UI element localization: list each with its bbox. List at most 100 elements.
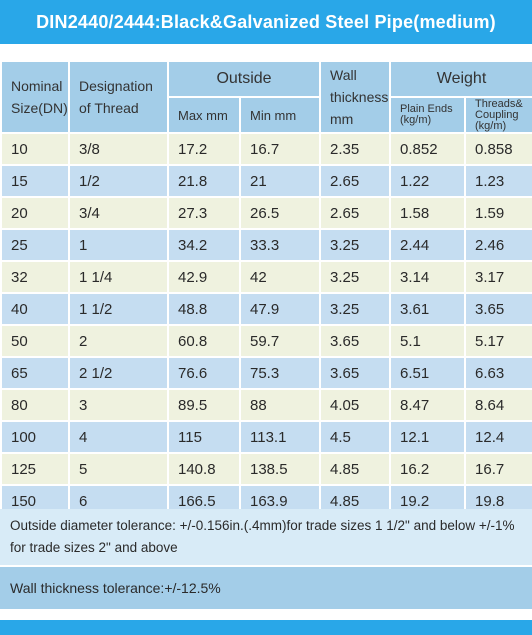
cell-wall: 3.65 — [319, 324, 392, 358]
cell-dn: 10 — [0, 132, 70, 166]
table-row: 100 4 115 113.1 4.5 12.1 12.4 — [0, 420, 532, 454]
cell-dn: 25 — [0, 228, 70, 262]
cell-plain: 1.22 — [389, 164, 467, 198]
cell-dn: 80 — [0, 388, 70, 422]
cell-threads: 8.64 — [464, 388, 532, 422]
cell-thread: 5 — [68, 452, 169, 486]
cell-thread: 1 1/4 — [68, 260, 169, 294]
cell-thread: 3/4 — [68, 196, 169, 230]
cell-min: 47.9 — [238, 292, 322, 326]
page-title: DIN2440/2444:Black&Galvanized Steel Pipe… — [0, 0, 532, 44]
header-designation: Designation of Thread — [68, 60, 169, 134]
table-row: 20 3/4 27.3 26.5 2.65 1.58 1.59 — [0, 196, 532, 230]
cell-min: 33.3 — [238, 228, 322, 262]
cell-min: 42 — [238, 260, 322, 294]
cell-threads: 1.59 — [464, 196, 532, 230]
cell-dn: 65 — [0, 356, 70, 390]
pipe-spec-table: Nominal Size(DN) Designation of Thread O… — [0, 60, 532, 518]
header-max: Max mm — [167, 96, 241, 134]
cell-threads: 3.17 — [464, 260, 532, 294]
cell-threads: 1.23 — [464, 164, 532, 198]
table-row: 80 3 89.5 88 4.05 8.47 8.64 — [0, 388, 532, 422]
cell-wall: 3.25 — [319, 292, 392, 326]
cell-thread: 1 1/2 — [68, 292, 169, 326]
cell-plain: 0.852 — [389, 132, 467, 166]
cell-min: 26.5 — [238, 196, 322, 230]
cell-max: 27.3 — [167, 196, 241, 230]
cell-thread: 2 — [68, 324, 169, 358]
cell-dn: 20 — [0, 196, 70, 230]
cell-wall: 3.25 — [319, 228, 392, 262]
cell-wall: 4.05 — [319, 388, 392, 422]
cell-wall: 3.65 — [319, 356, 392, 390]
cell-min: 113.1 — [238, 420, 322, 454]
cell-threads: 0.858 — [464, 132, 532, 166]
table-row: 40 1 1/2 48.8 47.9 3.25 3.61 3.65 — [0, 292, 532, 326]
cell-plain: 2.44 — [389, 228, 467, 262]
cell-wall: 2.65 — [319, 164, 392, 198]
header-wall-thickness: Wall thickness mm — [319, 60, 392, 134]
cell-threads: 6.63 — [464, 356, 532, 390]
cell-max: 17.2 — [167, 132, 241, 166]
outside-tolerance-note: Outside diameter tolerance: +/-0.156in.(… — [0, 509, 532, 565]
cell-plain: 5.1 — [389, 324, 467, 358]
cell-max: 34.2 — [167, 228, 241, 262]
cell-wall: 4.5 — [319, 420, 392, 454]
cell-max: 76.6 — [167, 356, 241, 390]
cell-max: 115 — [167, 420, 241, 454]
cell-plain: 8.47 — [389, 388, 467, 422]
cell-dn: 15 — [0, 164, 70, 198]
cell-plain: 3.61 — [389, 292, 467, 326]
cell-plain: 6.51 — [389, 356, 467, 390]
cell-max: 21.8 — [167, 164, 241, 198]
cell-plain: 16.2 — [389, 452, 467, 486]
header-nominal-size: Nominal Size(DN) — [0, 60, 70, 134]
cell-thread: 3 — [68, 388, 169, 422]
table-row: 125 5 140.8 138.5 4.85 16.2 16.7 — [0, 452, 532, 486]
cell-dn: 32 — [0, 260, 70, 294]
cell-max: 42.9 — [167, 260, 241, 294]
cell-dn: 125 — [0, 452, 70, 486]
cell-wall: 3.25 — [319, 260, 392, 294]
cell-plain: 3.14 — [389, 260, 467, 294]
cell-max: 140.8 — [167, 452, 241, 486]
cell-max: 89.5 — [167, 388, 241, 422]
cell-min: 59.7 — [238, 324, 322, 358]
cell-max: 48.8 — [167, 292, 241, 326]
table-row: 10 3/8 17.2 16.7 2.35 0.852 0.858 — [0, 132, 532, 166]
cell-dn: 50 — [0, 324, 70, 358]
cell-threads: 5.17 — [464, 324, 532, 358]
header-plain-ends: Plain Ends (kg/m) — [389, 96, 467, 134]
table-row: 32 1 1/4 42.9 42 3.25 3.14 3.17 — [0, 260, 532, 294]
cell-thread: 4 — [68, 420, 169, 454]
table-row: 25 1 34.2 33.3 3.25 2.44 2.46 — [0, 228, 532, 262]
cell-plain: 1.58 — [389, 196, 467, 230]
cell-threads: 12.4 — [464, 420, 532, 454]
cell-dn: 100 — [0, 420, 70, 454]
header-outside: Outside — [166, 60, 322, 98]
header-weight: Weight — [389, 60, 532, 98]
cell-thread: 1 — [68, 228, 169, 262]
header-min: Min mm — [238, 96, 322, 134]
table-row: 15 1/2 21.8 21 2.65 1.22 1.23 — [0, 164, 532, 198]
cell-wall: 2.35 — [319, 132, 392, 166]
cell-thread: 3/8 — [68, 132, 169, 166]
bottom-bar — [0, 620, 532, 635]
table-row: 65 2 1/2 76.6 75.3 3.65 6.51 6.63 — [0, 356, 532, 390]
cell-wall: 2.65 — [319, 196, 392, 230]
cell-min: 75.3 — [238, 356, 322, 390]
cell-threads: 2.46 — [464, 228, 532, 262]
cell-plain: 12.1 — [389, 420, 467, 454]
cell-min: 138.5 — [238, 452, 322, 486]
cell-threads: 16.7 — [464, 452, 532, 486]
header-threads-coupling: Threads& Coupling (kg/m) — [464, 96, 532, 134]
wall-tolerance-note: Wall thickness tolerance:+/-12.5% — [0, 567, 532, 609]
cell-dn: 40 — [0, 292, 70, 326]
cell-thread: 1/2 — [68, 164, 169, 198]
cell-min: 88 — [238, 388, 322, 422]
cell-threads: 3.65 — [464, 292, 532, 326]
cell-min: 16.7 — [238, 132, 322, 166]
cell-max: 60.8 — [167, 324, 241, 358]
table-row: 50 2 60.8 59.7 3.65 5.1 5.17 — [0, 324, 532, 358]
cell-wall: 4.85 — [319, 452, 392, 486]
